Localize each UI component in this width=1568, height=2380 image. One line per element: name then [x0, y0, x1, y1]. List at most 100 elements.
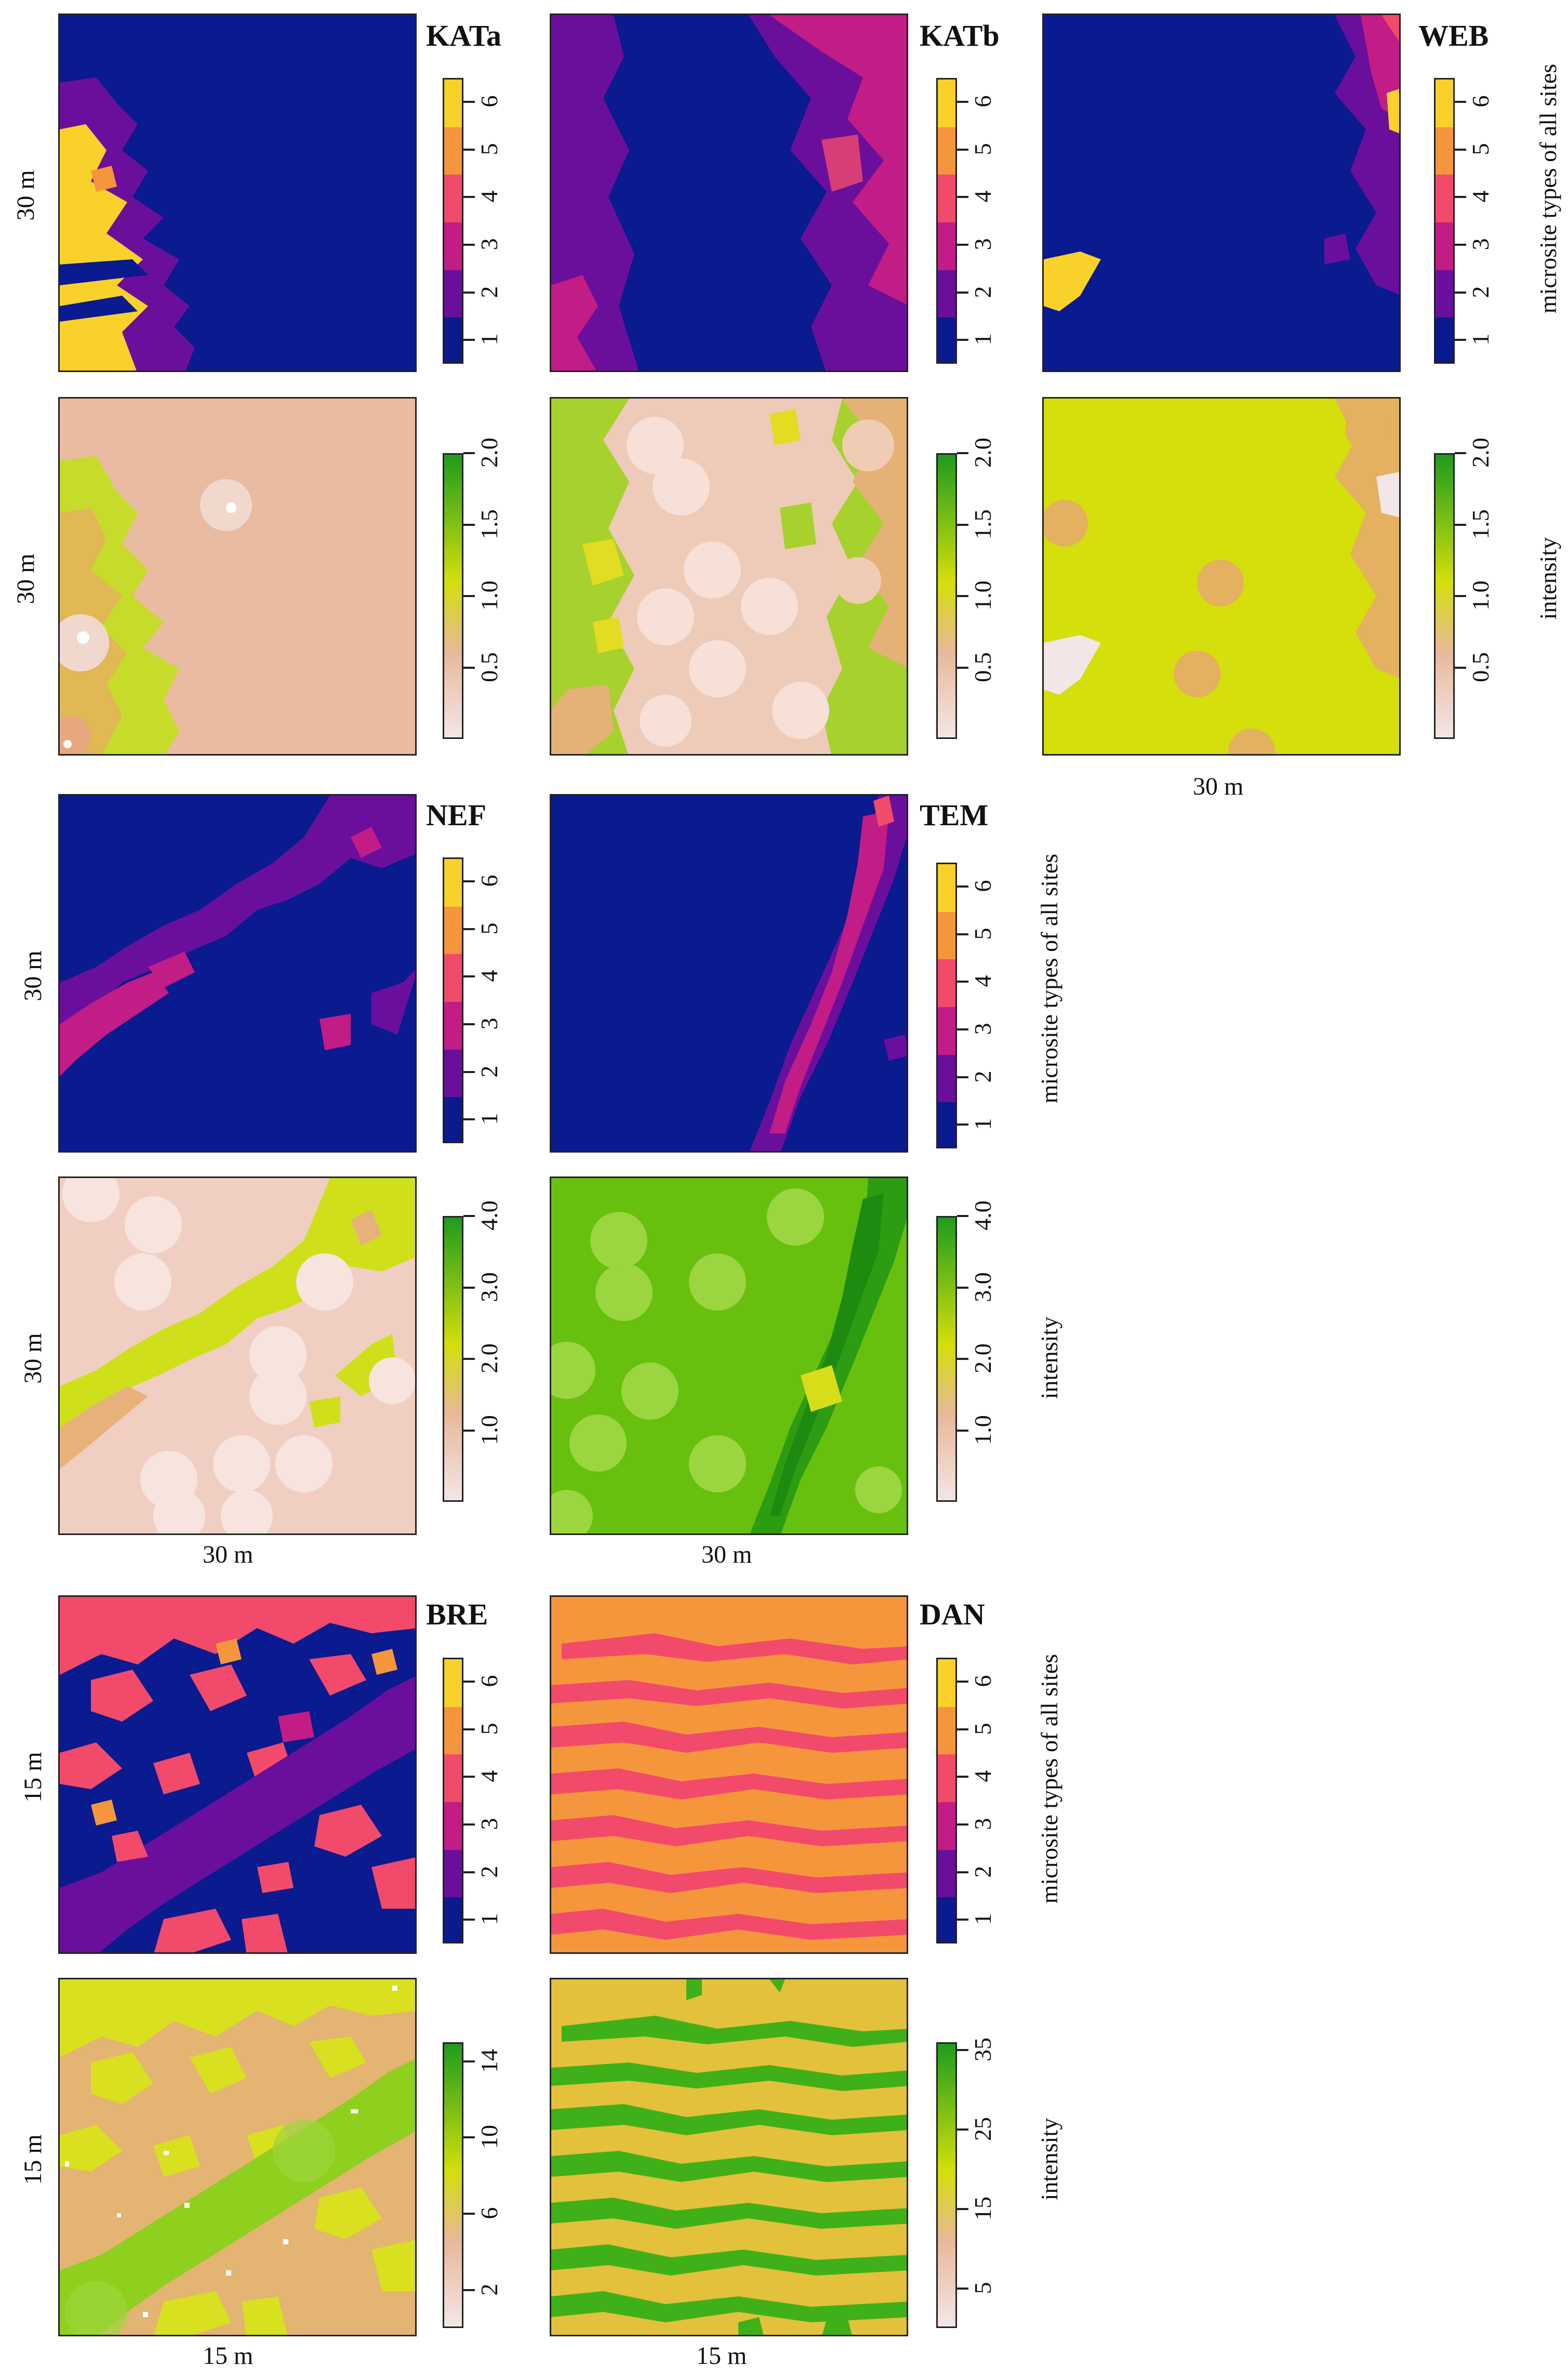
colorbar-segment: [444, 1707, 462, 1755]
colorbar-tick-label: 3: [969, 238, 996, 250]
colorbar-tick-label: 6: [1467, 95, 1494, 108]
colorbar-tick-label: 5: [969, 143, 996, 155]
colorbar-tick: [463, 2213, 475, 2215]
colorbar-types-katb: [936, 78, 957, 364]
colorbar-tick: [463, 523, 475, 526]
map-types-bre: [58, 1595, 417, 1954]
colorbar-tick-label: 5: [1467, 143, 1494, 155]
colorbar-segment: [938, 1659, 955, 1707]
colorbar-tick-label: 2.0: [969, 438, 996, 468]
ylabel-kata-types: 30 m: [12, 170, 39, 221]
map-intensity-nef: [58, 1176, 417, 1535]
colorbar-tick: [957, 291, 968, 294]
colorbar-tick-label: 3: [969, 1023, 996, 1035]
map-intensity-web-svg: [1044, 399, 1399, 754]
colorbar-tick-label: 1: [969, 1118, 996, 1130]
colorbar-segment: [938, 864, 955, 912]
colorbar-tick: [463, 975, 475, 978]
map-types-dan: [550, 1595, 908, 1954]
colorbar-tick: [957, 1680, 968, 1683]
colorbar-segment: [938, 1102, 955, 1147]
colorbar-tick-label: 2: [969, 1070, 996, 1082]
legend-title-intensity-row2: intensity: [1535, 537, 1561, 620]
colorbar-tick-label: 1: [476, 1113, 502, 1125]
colorbar-tick: [463, 2136, 475, 2139]
colorbar-types-kata: [443, 78, 463, 364]
colorbar-segment: [444, 1849, 462, 1898]
site-label-bre: BRE: [426, 1597, 488, 1631]
colorbar-tick-label: 1: [476, 1913, 502, 1925]
colorbar-segment: [938, 1754, 955, 1802]
colorbar-segment: [938, 175, 955, 222]
colorbar-tick: [957, 2207, 968, 2210]
site-label-web: WEB: [1418, 19, 1489, 52]
map-types-tem: [550, 794, 908, 1153]
colorbar-tick-label: 4: [969, 190, 996, 203]
map-intensity-kata: [58, 397, 417, 756]
xlabel-dan-intensity: 15 m: [696, 2342, 747, 2370]
site-label-nef: NEF: [426, 798, 486, 832]
legend-title-intensity-row4: intensity: [1036, 1316, 1062, 1399]
colorbar-tick: [957, 452, 968, 454]
colorbar-tick: [1455, 243, 1466, 246]
colorbar-segment: [1436, 318, 1453, 362]
colorbar-tick-label: 1.5: [1467, 509, 1494, 539]
colorbar-tick-label: 5: [476, 922, 502, 934]
colorbar-segment: [444, 222, 462, 270]
colorbar-tick-label: 3: [476, 1017, 502, 1030]
colorbar-segment: [1436, 175, 1453, 222]
colorbar-tick: [1455, 339, 1466, 341]
colorbar-segment: [938, 270, 955, 318]
map-types-kata: [58, 14, 417, 372]
colorbar-segment: [938, 1849, 955, 1898]
colorbar-tick-label: 2: [969, 286, 996, 298]
colorbar-tick: [957, 1823, 968, 1826]
colorbar-segment: [444, 1002, 462, 1050]
map-intensity-bre: [58, 1978, 417, 2336]
colorbar-tick-label: 4: [1467, 190, 1494, 203]
colorbar-tick-label: 6: [476, 95, 502, 108]
colorbar-tick-label: 14: [476, 2048, 502, 2073]
map-intensity-tem-svg: [551, 1178, 907, 1533]
colorbar-tick-label: 5: [969, 2282, 996, 2294]
colorbar-tick: [957, 1871, 968, 1873]
colorbar-tick: [957, 666, 968, 669]
legend-title-types-row5: microsite types of all sites: [1036, 1654, 1062, 1904]
colorbar-tick: [463, 1358, 475, 1360]
colorbar-tick-label: 4.0: [476, 1200, 502, 1231]
colorbar-tick: [957, 2049, 968, 2052]
colorbar-tick: [1455, 666, 1466, 669]
legend-title-types-row3: microsite types of all sites: [1036, 853, 1062, 1104]
colorbar-types-bre: [443, 1658, 463, 1943]
colorbar-tick: [957, 1429, 968, 1432]
colorbar-tick-label: 1: [476, 333, 502, 346]
colorbar-tick: [463, 1118, 475, 1121]
map-types-nef-svg: [60, 796, 415, 1151]
colorbar-tick: [463, 243, 475, 246]
colorbar-segment: [444, 906, 462, 955]
map-types-nef: [58, 794, 417, 1153]
colorbar-tick: [957, 1123, 968, 1126]
colorbar-tick: [463, 1215, 475, 1217]
colorbar-tick: [957, 1358, 968, 1360]
colorbar-tick: [1455, 196, 1466, 199]
colorbar-tick-label: 6: [969, 95, 996, 108]
colorbar-tick-label: 3: [969, 1818, 996, 1830]
colorbar-tick-label: 2: [969, 1866, 996, 1877]
map-types-dan-svg: [551, 1597, 907, 1952]
colorbar-tick-label: 4.0: [969, 1200, 996, 1231]
colorbar-tick-label: 0.5: [1467, 652, 1494, 682]
colorbar-tick-label: 2: [476, 1065, 502, 1077]
colorbar-segment: [444, 1897, 462, 1942]
map-intensity-nef-svg: [60, 1178, 415, 1533]
xlabel-nef-intensity: 30 m: [203, 1541, 254, 1568]
colorbar-tick-label: 6: [476, 875, 502, 887]
site-label-tem: TEM: [920, 798, 989, 832]
colorbar-tick-label: 0.5: [476, 652, 502, 682]
colorbar-segment: [938, 127, 955, 175]
colorbar-tick-label: 4: [476, 190, 502, 203]
colorbar-tick-label: 4: [969, 975, 996, 987]
colorbar-tick: [957, 523, 968, 526]
colorbar-tick-label: 1.5: [476, 509, 502, 539]
colorbar-segment: [444, 1049, 462, 1098]
